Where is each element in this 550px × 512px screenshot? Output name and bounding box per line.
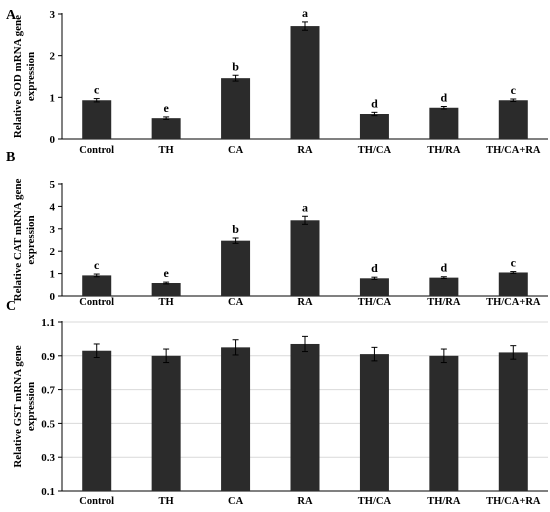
y-tick-label: 0.5 — [41, 418, 55, 430]
x-tick-label: TH/CA — [358, 145, 392, 156]
bar-th-ca-ra — [498, 352, 528, 491]
bar-th-ca — [359, 278, 389, 296]
bar-ca — [221, 347, 251, 491]
y-tick-label: 1 — [50, 269, 56, 281]
bar-th-ra — [429, 107, 459, 139]
y-tick-label: 1 — [50, 92, 56, 104]
significance-letter: b — [232, 222, 239, 236]
x-tick-label: TH/CA+RA — [486, 297, 541, 308]
x-tick-label: TH — [159, 496, 174, 507]
y-tick-label: 0 — [50, 134, 56, 146]
bar-th-ra — [429, 355, 459, 491]
panel-letter: A — [6, 8, 17, 23]
y-axis-label: Relative SOD mRNA geneexpression — [12, 15, 37, 138]
x-tick-label: TH/CA — [358, 496, 392, 507]
bar-ra — [290, 343, 320, 491]
x-tick-label: RA — [297, 297, 313, 308]
y-axis-label: Relative GST mRNA geneexpression — [12, 345, 37, 467]
y-axis-label-line: Relative SOD mRNA gene — [12, 15, 24, 138]
y-axis-label: Relative CAT mRNA geneexpression — [12, 179, 37, 302]
bar-th — [151, 283, 181, 296]
x-tick-label: Control — [79, 496, 114, 507]
significance-letter: a — [302, 6, 308, 20]
x-tick-label: RA — [297, 145, 313, 156]
x-tick-label: TH — [159, 297, 174, 308]
chart-panel-C: C 0.1 0.3 0.5 0.7 0.9 1.1 Relative GST mRNA gen… — [6, 299, 548, 507]
panel-letter: C — [6, 299, 16, 314]
significance-letter: c — [94, 83, 100, 97]
y-axis-label-line: Relative GST mRNA gene — [12, 345, 24, 467]
bar-ra — [290, 220, 320, 296]
x-tick-label: TH/CA+RA — [486, 496, 541, 507]
panel-letter: B — [6, 150, 15, 165]
y-tick-label: 0.3 — [41, 452, 55, 464]
x-tick-label: CA — [228, 496, 244, 507]
y-tick-label: 0.1 — [41, 486, 55, 498]
bar-th-ca — [359, 354, 389, 491]
x-tick-label: Control — [79, 297, 114, 308]
bar-th-ra — [429, 277, 459, 296]
y-axis-label-line: Relative CAT mRNA gene — [12, 179, 24, 302]
bar-ra — [290, 26, 320, 139]
significance-letter: a — [302, 200, 308, 214]
x-tick-label: TH — [159, 145, 174, 156]
significance-letter: d — [441, 261, 448, 275]
significance-letter: b — [232, 59, 239, 73]
y-tick-label: 0.7 — [41, 385, 55, 397]
significance-letter: e — [163, 266, 169, 280]
y-tick-label: 5 — [50, 179, 56, 191]
x-tick-label: CA — [228, 145, 244, 156]
y-tick-label: 3 — [50, 224, 56, 236]
significance-letter: d — [441, 91, 448, 105]
y-tick-label: 1.1 — [41, 317, 55, 329]
y-tick-label: 0 — [50, 291, 56, 303]
y-axis-label-line: expression — [25, 52, 37, 101]
significance-letter: d — [371, 96, 378, 110]
x-tick-label: RA — [297, 496, 313, 507]
x-tick-label: TH/RA — [427, 297, 461, 308]
bar-control — [82, 100, 112, 139]
y-axis-label-line: expression — [25, 215, 37, 264]
significance-letter: e — [163, 101, 169, 115]
bar-th-ca-ra — [498, 272, 528, 296]
significance-letter: c — [94, 258, 100, 272]
bar-control — [82, 275, 112, 296]
x-tick-label: Control — [79, 145, 114, 156]
bar-th-ca-ra — [498, 100, 528, 139]
y-tick-label: 2 — [50, 51, 56, 63]
y-axis-label-line: expression — [25, 382, 37, 431]
bar-th — [151, 118, 181, 139]
chart-panel-B: B 0 1 2 3 4 5 Relative CAT mRNA geneexpression c… — [6, 150, 548, 308]
y-tick-label: 2 — [50, 246, 56, 258]
x-tick-label: TH/RA — [427, 496, 461, 507]
chart-panel-A: A 0 1 2 3 Relative SOD mRNA geneexpression c Co… — [6, 6, 548, 156]
bar-ca — [221, 78, 251, 139]
significance-letter: c — [511, 83, 517, 97]
significance-letter: d — [371, 261, 378, 275]
bar-control — [82, 350, 112, 491]
x-tick-label: TH/CA — [358, 297, 392, 308]
y-tick-label: 0.9 — [41, 351, 55, 363]
x-tick-label: TH/RA — [427, 145, 461, 156]
bar-th-ca — [359, 114, 389, 139]
bar-ca — [221, 240, 251, 296]
x-tick-label: CA — [228, 297, 244, 308]
y-tick-label: 3 — [50, 9, 56, 21]
x-tick-label: TH/CA+RA — [486, 145, 541, 156]
significance-letter: c — [511, 256, 517, 270]
y-tick-label: 4 — [50, 201, 56, 213]
bar-th — [151, 355, 181, 491]
